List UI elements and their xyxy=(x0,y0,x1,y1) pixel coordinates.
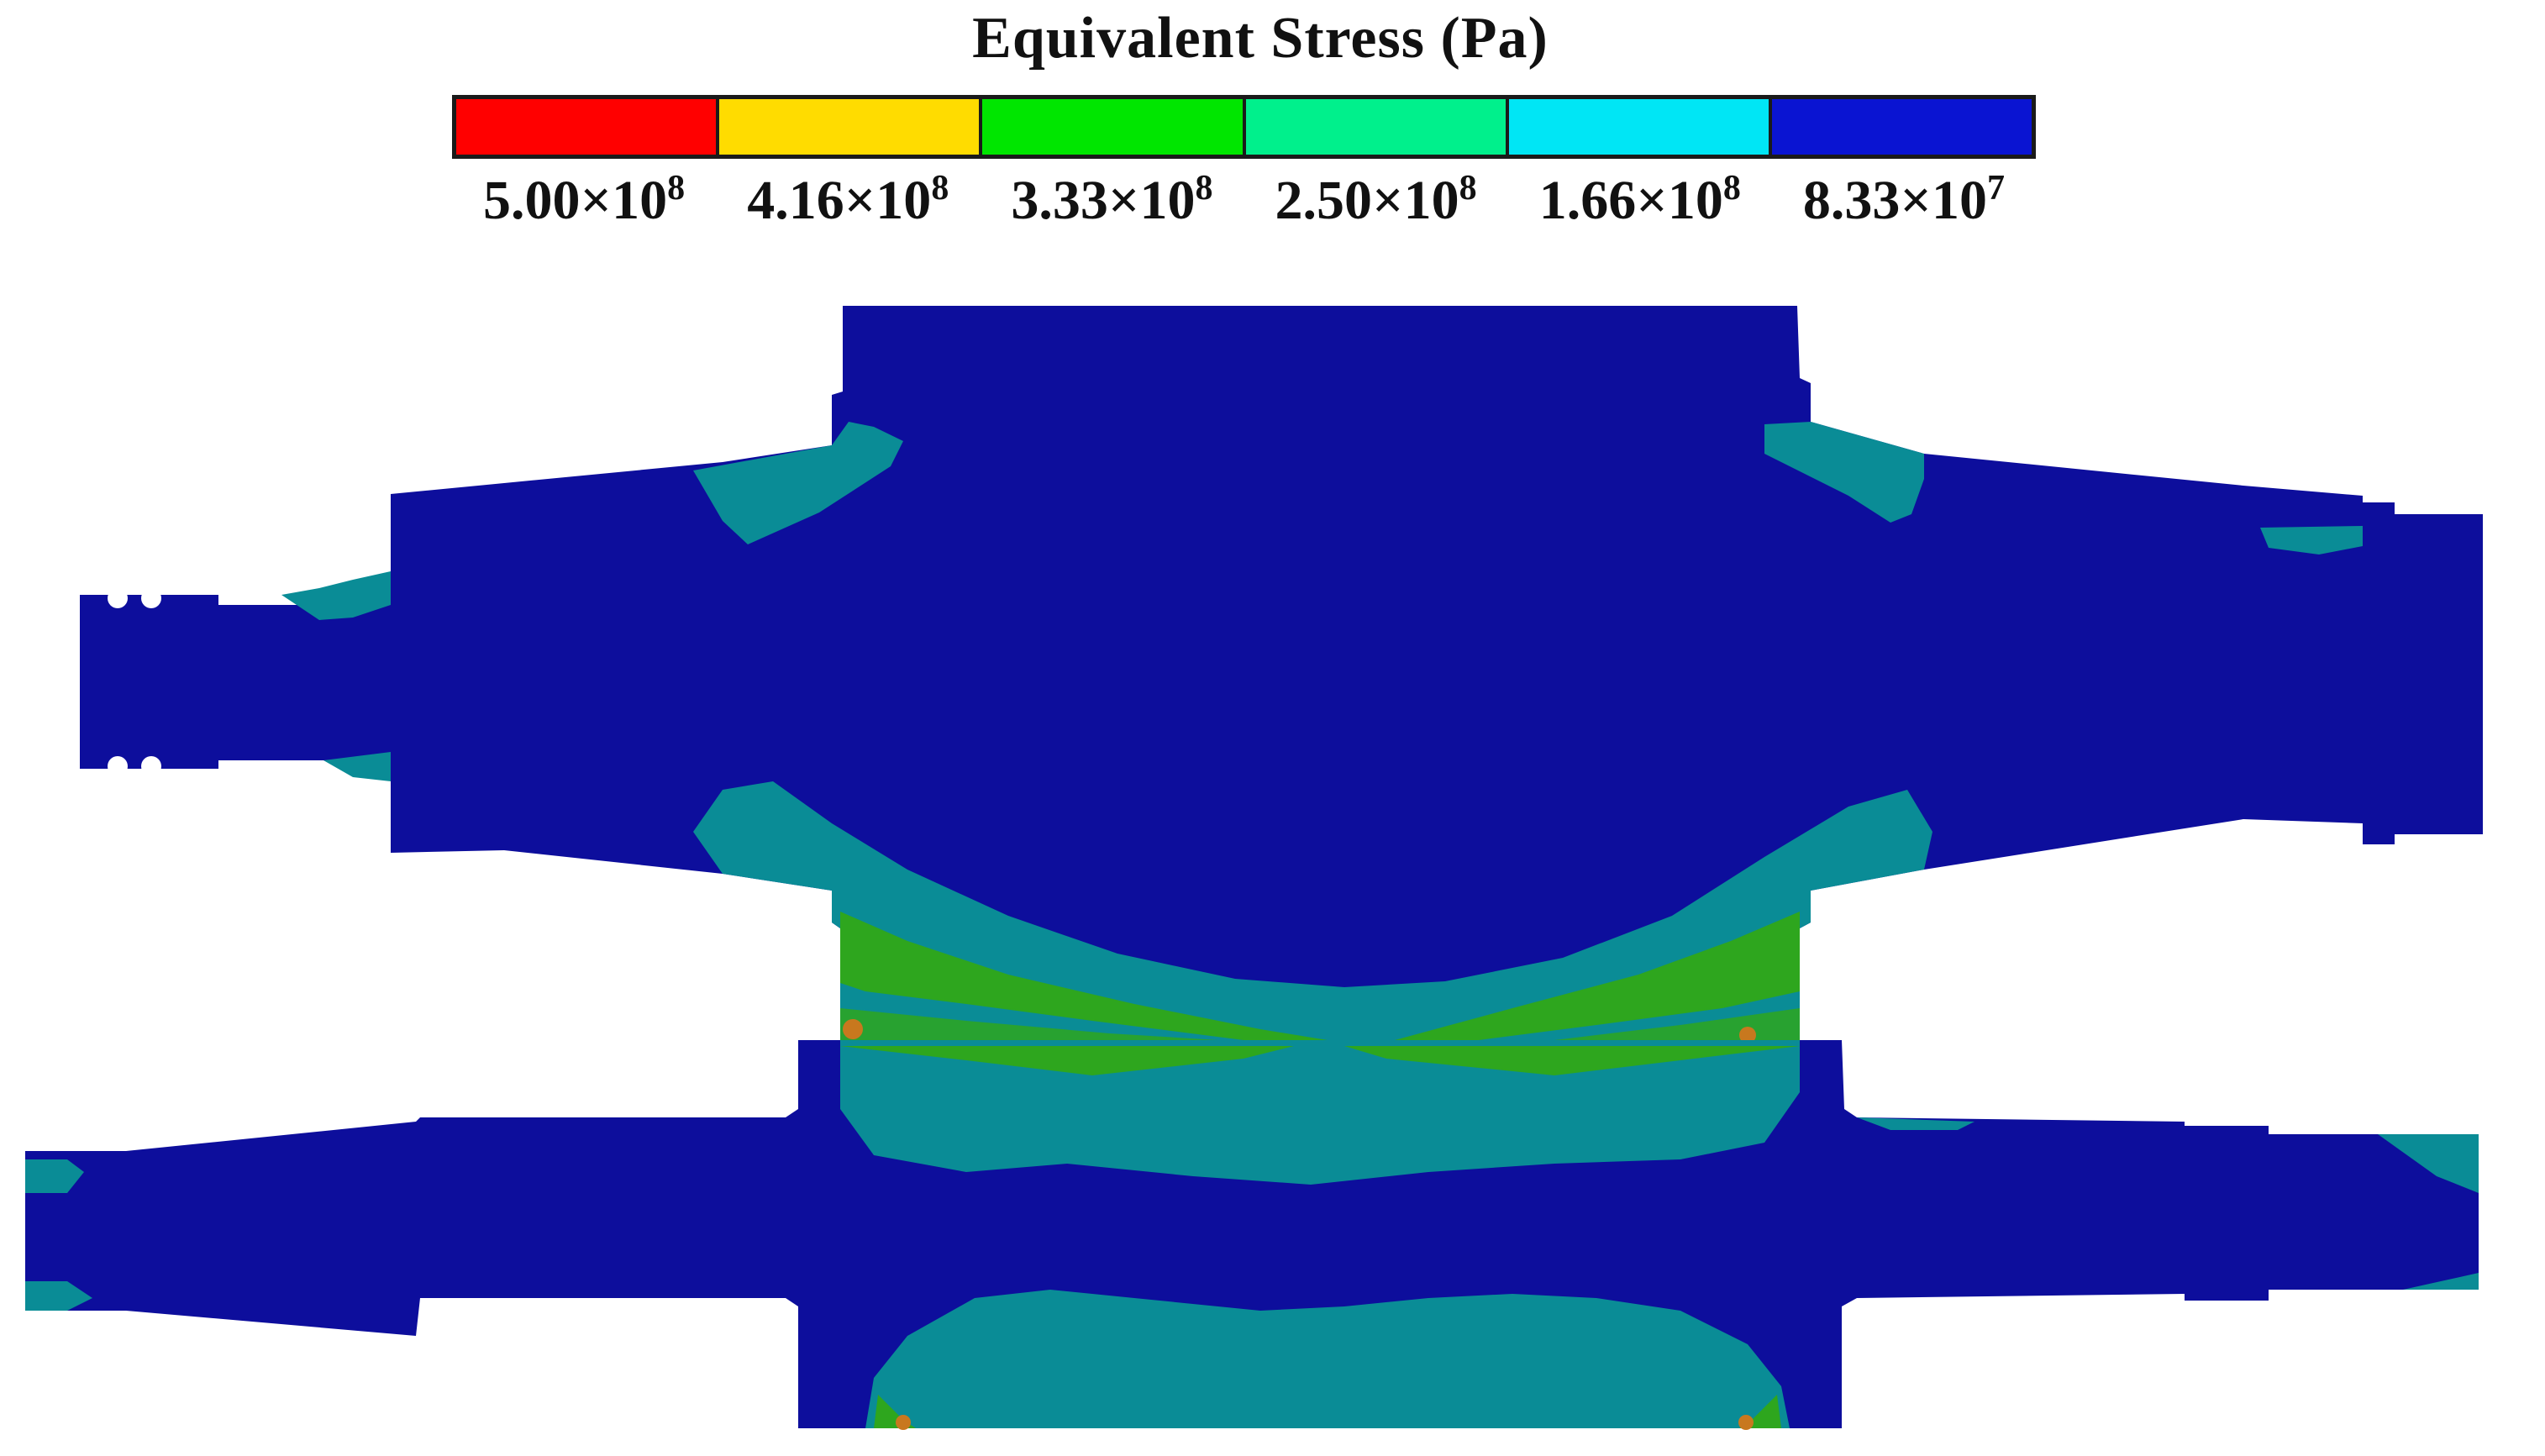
color-legend-bar xyxy=(452,95,2036,159)
journal-groove xyxy=(108,756,128,776)
stress-zone-upper-left-shoulder xyxy=(693,422,903,544)
stress-zone-lower-contact-teal xyxy=(840,1040,1800,1185)
stress-zone-lower-right-step xyxy=(1857,1117,1974,1130)
upper-roll-body xyxy=(80,306,2483,1040)
stress-zone-lower-left-edge xyxy=(25,1159,84,1193)
legend-labels: 5.00×108 4.16×108 3.33×108 2.50×108 1.66… xyxy=(452,168,2036,244)
stress-zone-lower-contact-green xyxy=(840,1046,1294,1075)
shaft-groove xyxy=(2285,1298,2299,1308)
stress-zone-upper-right-shoulder xyxy=(1764,422,1924,523)
upper-roll xyxy=(80,306,2483,1043)
stress-zone-lower-left-corner xyxy=(874,1395,916,1428)
journal-groove xyxy=(141,588,161,608)
stress-hotspot xyxy=(843,1019,863,1039)
lower-roll xyxy=(25,1040,2479,1430)
shaft-groove xyxy=(2319,1117,2332,1127)
stress-zone-lower-contact-green xyxy=(1344,1046,1800,1075)
legend-swatch-1 xyxy=(456,99,720,155)
lower-roll-body xyxy=(25,1040,2479,1428)
legend-label-4: 2.50×108 xyxy=(1275,169,1477,231)
stress-zone-upper-waist-darkgreen xyxy=(840,1008,1218,1040)
stress-zone-lower-right-corner xyxy=(1739,1395,1781,1428)
stress-zone-upper-waist-green xyxy=(1395,912,1800,1040)
legend-swatch-6 xyxy=(1771,99,2032,155)
stress-zone-lower-left-step xyxy=(323,752,391,781)
shaft-groove xyxy=(2285,1117,2299,1127)
legend-title: Equivalent Stress (Pa) xyxy=(972,6,1549,71)
legend-label-6: 8.33×107 xyxy=(1802,169,2005,231)
journal-groove xyxy=(141,756,161,776)
stress-hotspot xyxy=(1738,1415,1754,1430)
stress-hotspot xyxy=(1739,1027,1756,1043)
stress-zone-lower-bottom-teal xyxy=(865,1290,1790,1428)
stress-zone-upper-waist-darkgreen xyxy=(1554,1008,1800,1040)
legend-swatch-5 xyxy=(1508,99,1772,155)
legend-label-1: 5.00×108 xyxy=(483,169,686,231)
legend-swatch-2 xyxy=(719,99,983,155)
stress-zone-upper-right-step xyxy=(2260,526,2363,555)
stress-zone-upper-left-step xyxy=(281,571,391,620)
legend-swatch-3 xyxy=(982,99,1246,155)
stress-hotspot xyxy=(896,1415,911,1430)
legend-label-2: 4.16×108 xyxy=(747,169,949,231)
shaft-groove xyxy=(2319,1298,2332,1308)
stress-zone-lower-right-edge xyxy=(2378,1134,2479,1193)
legend-swatch-4 xyxy=(1245,99,1509,155)
stress-zone-lower-right-edge xyxy=(2403,1273,2479,1290)
legend-label-5: 1.66×108 xyxy=(1538,169,1741,231)
stress-zone-lower-left-edge xyxy=(25,1281,92,1311)
legend-label-3: 3.33×108 xyxy=(1011,169,1213,231)
stress-zone-upper-waist-green xyxy=(840,912,1328,1040)
journal-groove xyxy=(108,588,128,608)
